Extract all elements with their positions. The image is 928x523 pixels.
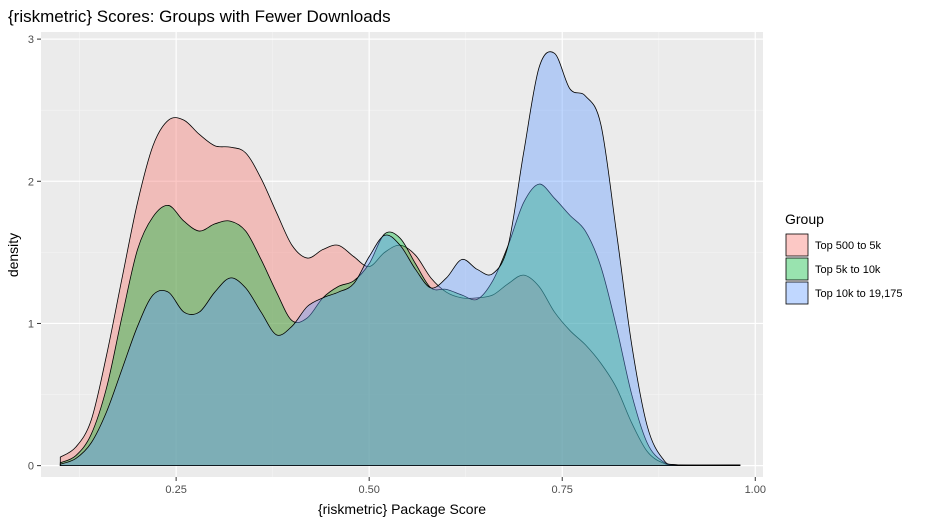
- y-tick-label: 2: [28, 176, 34, 188]
- grid-lines: [41, 32, 763, 477]
- x-tick-label: 0.75: [552, 484, 573, 496]
- legend-key-bg: [786, 258, 808, 280]
- legend-label: Top 500 to 5k: [815, 240, 882, 252]
- chart-title: {riskmetric} Scores: Groups with Fewer D…: [8, 7, 391, 26]
- x-tick-label: 0.25: [165, 484, 186, 496]
- legend-title: Group: [785, 211, 824, 227]
- y-tick-label: 0: [28, 461, 34, 473]
- density-area-2: [59, 183, 741, 467]
- legend-label: Top 5k to 10k: [815, 264, 881, 276]
- x-axis-title: {riskmetric} Package Score: [318, 501, 486, 517]
- axis-ticks: 0.25 0.50 0.75 1.00 0 1 2 3: [28, 34, 766, 496]
- legend-key: [785, 257, 809, 281]
- legend-key-bg: [786, 282, 808, 304]
- density-area-3: [59, 51, 741, 467]
- x-tick-label: 1.00: [745, 484, 766, 496]
- legend-label: Top 10k to 19,175: [815, 288, 902, 300]
- density-areas: [59, 51, 741, 467]
- y-tick-label: 1: [28, 318, 34, 330]
- legend: Group Top 500 to 5k Top 5k to 10k Top 10k …: [785, 211, 902, 305]
- x-tick-label: 0.50: [358, 484, 379, 496]
- y-axis-title: density: [5, 233, 21, 277]
- legend-key-bg: [786, 234, 808, 256]
- legend-key: [785, 233, 809, 257]
- plot-panel: [41, 32, 763, 477]
- legend-key: [785, 281, 809, 305]
- density-area-1: [59, 117, 741, 467]
- y-tick-label: 3: [28, 34, 34, 46]
